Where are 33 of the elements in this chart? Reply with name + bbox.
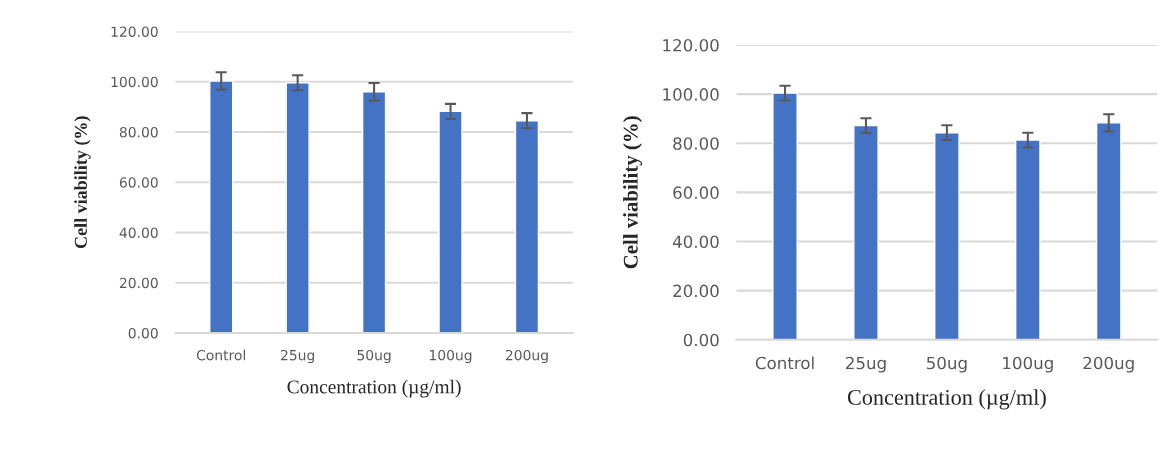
x-tick-label: Control [196, 349, 246, 361]
y-tick-label: 0.00 [683, 333, 719, 347]
y-tick-label: 0.00 [128, 327, 158, 339]
bar [1014, 139, 1041, 340]
bar [1095, 122, 1122, 340]
y-tick-label: 120.00 [111, 26, 158, 37]
y-axis-title: Cell viability (%) [623, 116, 643, 269]
bar [934, 131, 960, 340]
y-tick-label: 60.00 [673, 186, 719, 199]
y-tick-label: 40.00 [672, 235, 719, 249]
x-tick-label: 100ug [429, 349, 472, 364]
x-tick-label: 100ug [1003, 356, 1053, 373]
x-tick-label: 25ug [846, 356, 886, 373]
x-tick-label: 25ug [281, 349, 315, 364]
y-tick-label: 20.00 [119, 277, 158, 289]
x-tick-label: Control [755, 356, 814, 370]
y-tick-label: 60.00 [119, 177, 158, 188]
y-tick-label: 100.00 [111, 76, 158, 88]
x-tick-label: 200ug [1083, 356, 1134, 373]
y-tick-label: 40.00 [119, 227, 158, 238]
y-axis-title: Cell viability (%) [74, 116, 91, 249]
x-tick-label: 50ug [927, 356, 967, 373]
y-tick-label: 80.00 [673, 137, 719, 150]
y-tick-label: 20.00 [673, 284, 719, 298]
y-tick-label: 120.00 [663, 38, 719, 52]
bar [772, 92, 798, 340]
y-tick-label: 80.00 [119, 126, 158, 138]
x-axis-title: Concentration (µg/ml) [847, 389, 1046, 410]
x-tick-label: 200ug [505, 349, 548, 364]
y-tick-label: 100.00 [663, 88, 719, 101]
bar [853, 124, 879, 340]
x-axis-title: Concentration (µg/ml) [287, 379, 461, 398]
x-tick-label: 50ug [357, 349, 391, 364]
